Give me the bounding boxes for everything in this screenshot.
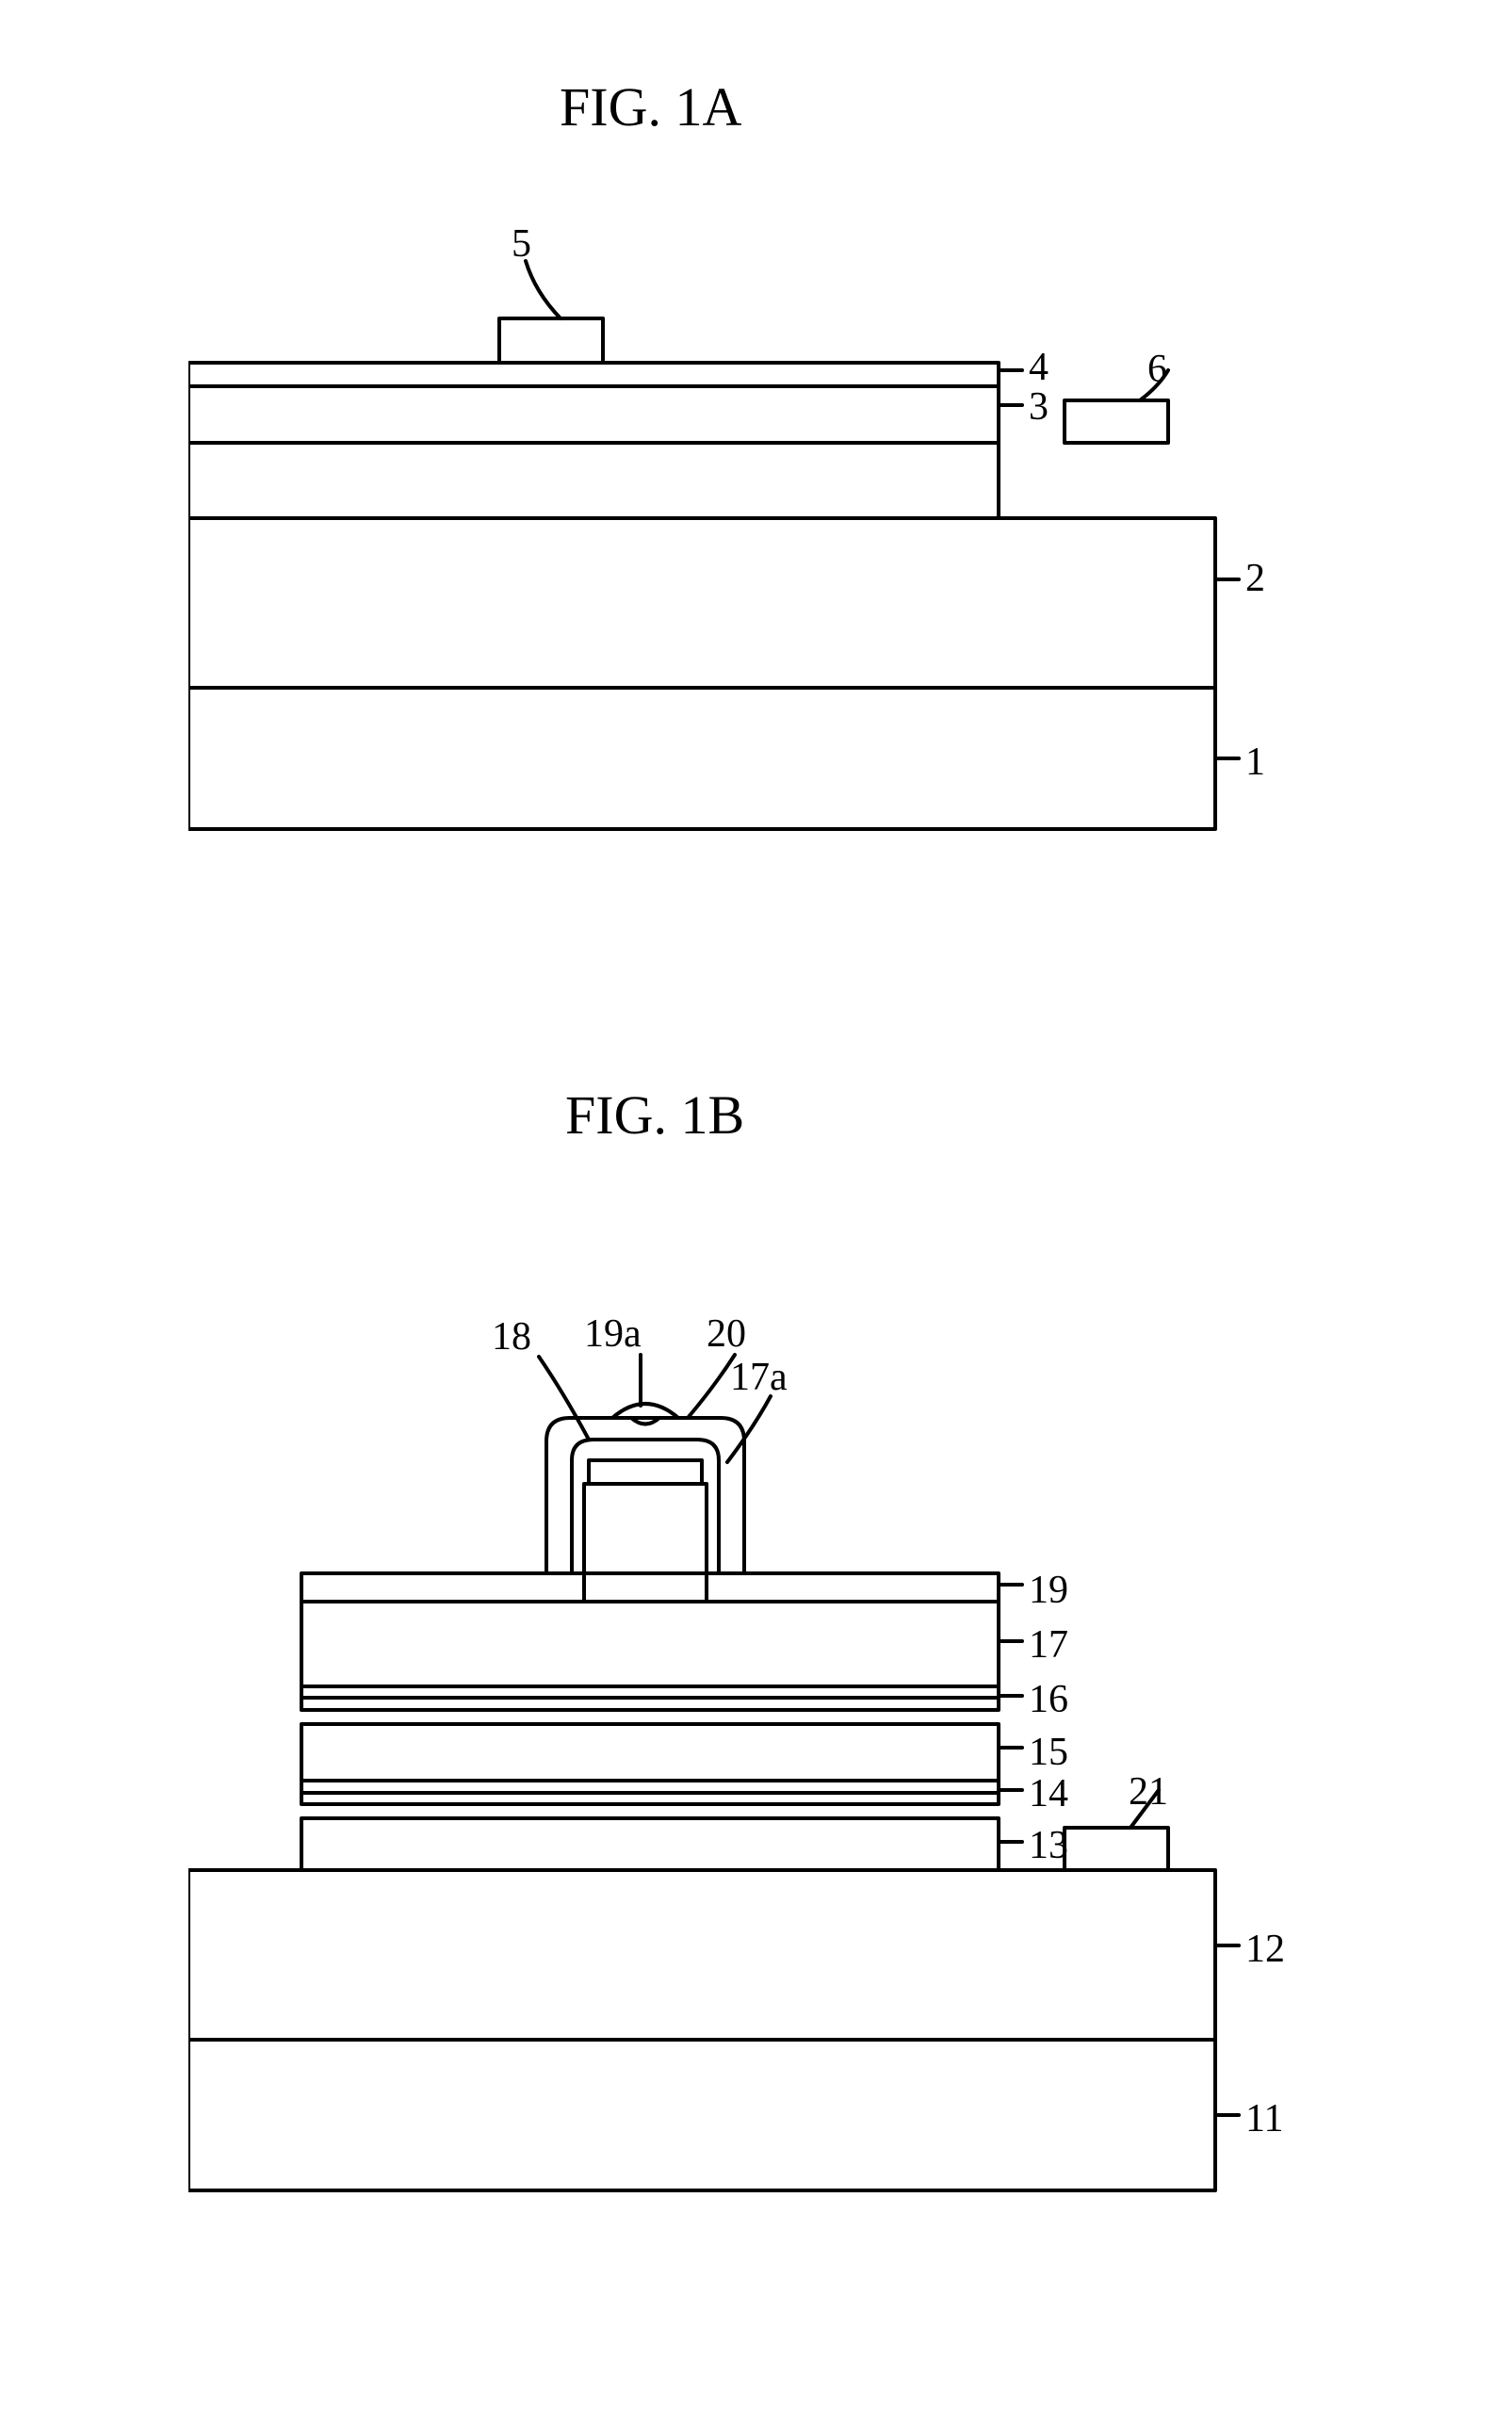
fig-1b-label-12: 12 [1245,1927,1285,1972]
fig-1b-label-19: 19 [1029,1568,1068,1613]
fig-1b-label-17: 17 [1029,1622,1068,1668]
fig-1a-svg [188,231,1366,890]
fig-1a-title: FIG. 1A [560,75,741,138]
fig-1b-title: FIG. 1B [565,1083,744,1147]
fig-1a-label-5: 5 [512,221,531,267]
fig-1b-label-17a: 17a [730,1355,788,1400]
fig-1a-label-3: 3 [1029,384,1049,430]
fig-1b-label-21: 21 [1129,1769,1168,1815]
fig-1b-label-18: 18 [492,1314,531,1359]
fig-1b-label-16: 16 [1029,1677,1068,1722]
fig-1b-label-14: 14 [1029,1771,1068,1816]
fig-1b-label-15: 15 [1029,1730,1068,1775]
fig-1a-label-6: 6 [1147,347,1167,392]
fig-1a-label-1: 1 [1245,740,1265,785]
fig-1a-label-4: 4 [1029,345,1049,390]
fig-1b-svg [188,1319,1366,2308]
fig-1b-label-13: 13 [1029,1823,1068,1868]
fig-1b-label-19a: 19a [584,1311,642,1357]
fig-1b-label-20: 20 [707,1311,746,1357]
fig-1a-label-2: 2 [1245,556,1265,601]
fig-1b-label-11: 11 [1245,2096,1283,2141]
